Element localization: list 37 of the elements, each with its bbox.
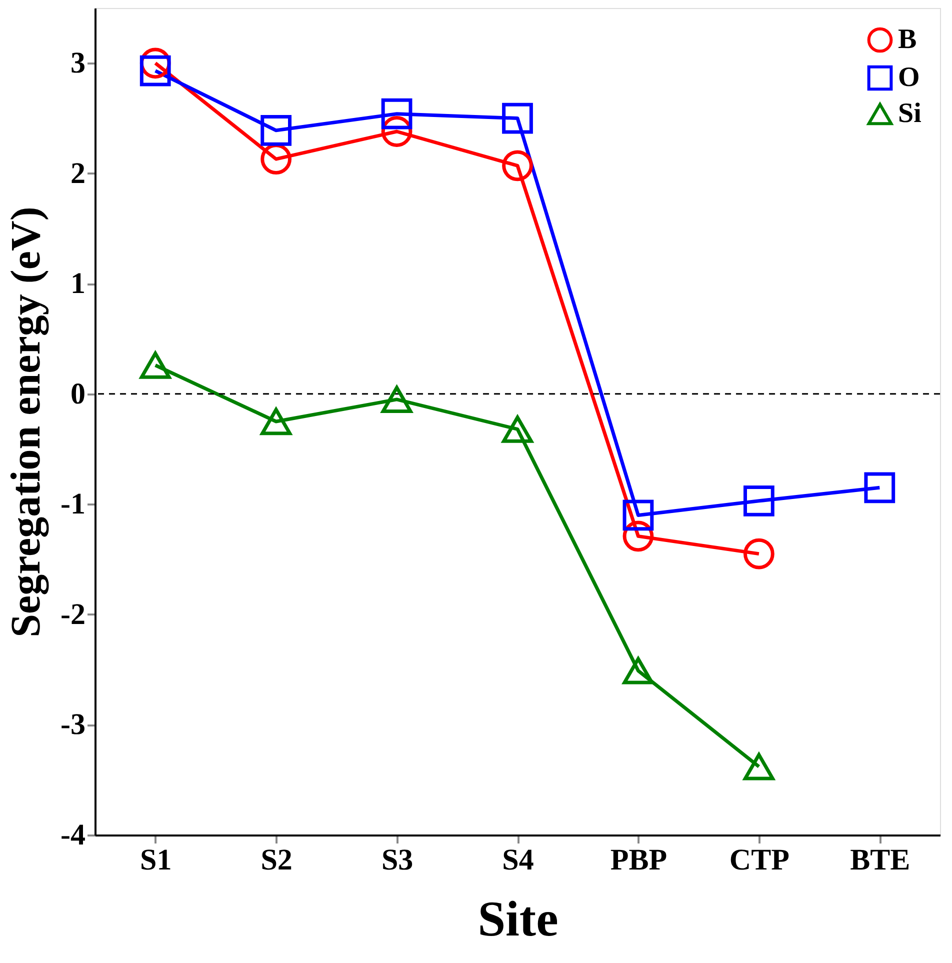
x-tick-label: S3 (381, 844, 414, 876)
x-axis-title: Site (478, 890, 558, 946)
point (502, 150, 533, 182)
point (260, 144, 292, 174)
y-tick-label: 3 (70, 46, 86, 80)
point (743, 485, 774, 516)
point (864, 472, 896, 504)
legend-label: B (898, 24, 917, 55)
point (502, 416, 533, 443)
x-tick-label: S4 (502, 844, 534, 876)
point (622, 500, 654, 531)
point (743, 538, 774, 570)
x-tick-label: PBP (610, 844, 668, 876)
y-tick-label: 0 (70, 377, 86, 410)
x-tick-label: S1 (140, 844, 172, 876)
point (260, 408, 292, 436)
point (502, 102, 533, 134)
point (381, 386, 412, 414)
y-tick-label: -3 (60, 708, 86, 742)
y-tick-label: 2 (70, 156, 86, 190)
point (622, 520, 654, 552)
x-tick-label: BTE (850, 844, 910, 876)
point (140, 352, 171, 379)
point (381, 98, 412, 130)
legend-label: O (898, 62, 920, 93)
y-tick-label: -4 (60, 818, 86, 852)
y-tick-label: 1 (70, 267, 86, 300)
x-tick-label: CTP (729, 844, 790, 876)
x-tick-label: S2 (260, 844, 292, 876)
point (140, 55, 171, 86)
legend-label: Si (898, 98, 922, 129)
point (622, 657, 654, 684)
point (260, 114, 292, 146)
y-axis-title: Segregation energy (eV) (4, 206, 50, 638)
y-tick-label: -1 (60, 488, 86, 521)
point (743, 753, 774, 780)
y-tick-label: -2 (60, 598, 86, 631)
